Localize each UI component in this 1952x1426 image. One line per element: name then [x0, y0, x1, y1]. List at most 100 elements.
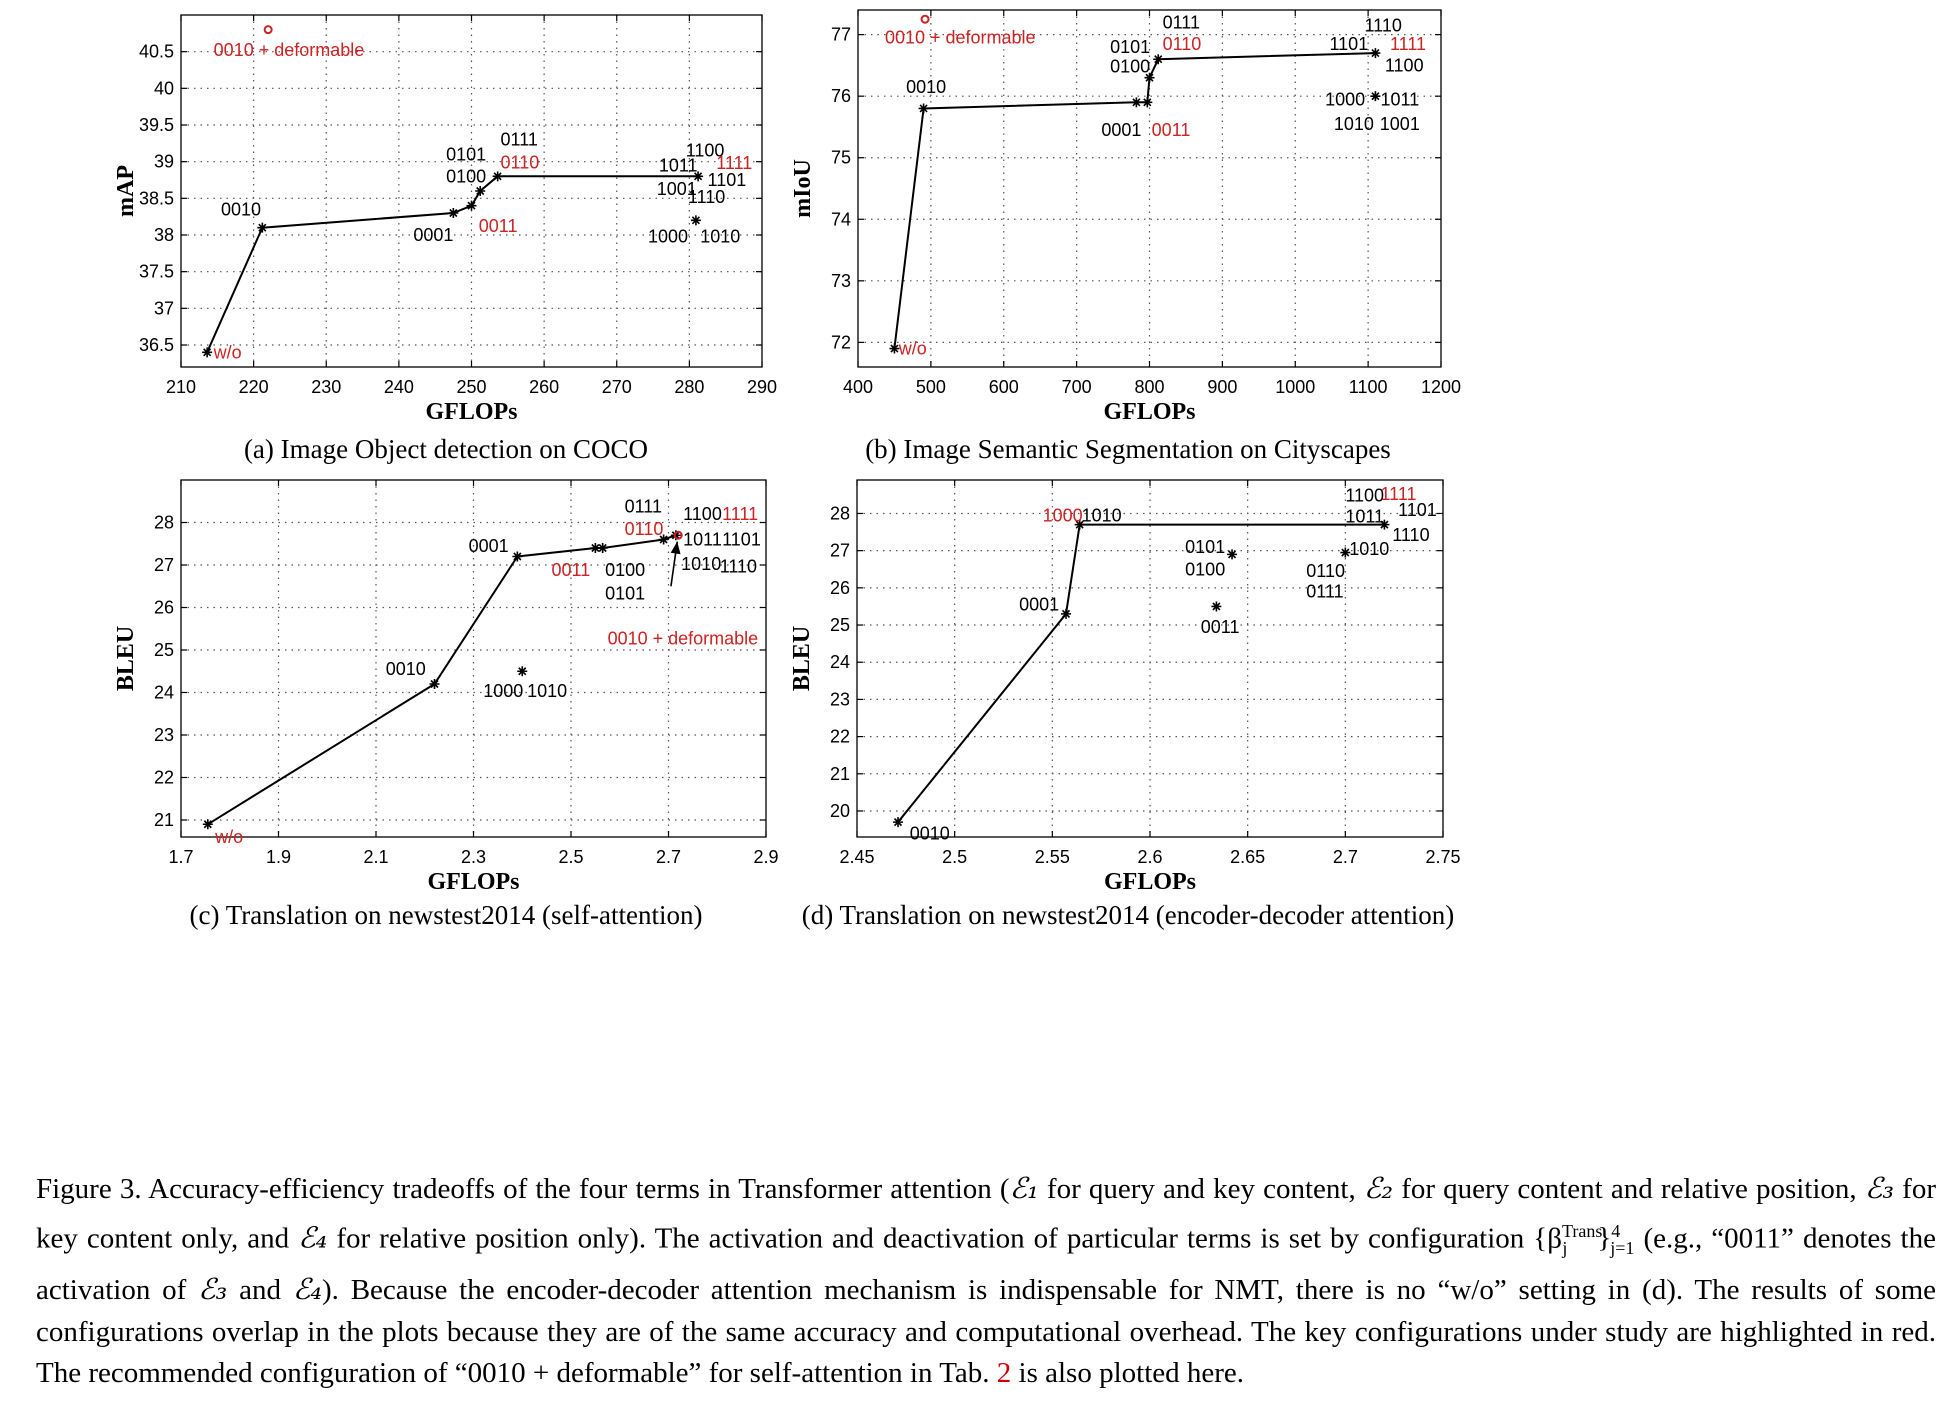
x-tick-label: 290: [747, 377, 777, 397]
y-tick-label: 74: [831, 209, 851, 229]
y-tick-label: 27: [830, 541, 850, 561]
point-label: 1100: [686, 141, 725, 161]
data-point: [1144, 72, 1155, 83]
point-label: 0111: [1306, 582, 1343, 602]
y-tick-label: 37: [154, 298, 174, 318]
point-label: 1101: [722, 530, 761, 550]
x-tick-label: 2.1: [363, 847, 388, 867]
frontier-line: [893, 52, 1376, 349]
y-tick-label: 25: [154, 640, 174, 660]
x-tick-label: 2.7: [656, 847, 681, 867]
point-label: 1111: [1380, 484, 1416, 504]
point-label: 1010: [1082, 505, 1122, 525]
caption-range-sub: j=1: [1610, 1237, 1635, 1258]
point-label: 1011: [1381, 89, 1420, 109]
y-axis-title: BLEU: [113, 626, 139, 691]
y-tick-label: 26: [830, 578, 850, 598]
subfigure-caption: (d) Translation on newstest2014 (encoder…: [802, 900, 1455, 930]
caption-text-5: for relative position only). The activat…: [327, 1222, 1562, 1255]
point-label: 0010 + deformable: [885, 28, 1036, 48]
data-point: [1370, 91, 1381, 102]
data-point: [202, 819, 213, 830]
x-tick-label: 230: [311, 377, 341, 397]
x-tick-label: 700: [1062, 377, 1092, 397]
point-label: 0101: [1110, 37, 1150, 57]
y-tick-label: 21: [830, 764, 850, 784]
point-label: 0010: [386, 659, 426, 679]
point-label: 1000: [1043, 505, 1083, 525]
point-label: 0011: [1201, 617, 1240, 637]
point-label: 1101: [708, 170, 747, 190]
point-label: 0111: [1163, 12, 1200, 32]
x-tick-label: 1000: [1275, 377, 1315, 397]
y-tick-label: 38: [154, 225, 174, 245]
data-point: [466, 200, 477, 211]
x-tick-label: 1.9: [266, 847, 291, 867]
data-point: [889, 343, 900, 354]
point-label: 0110: [501, 152, 540, 172]
data-point: [670, 530, 681, 541]
data-point: [658, 534, 669, 545]
chart-panel-d: 2.45 2.5 2.55 2.6 2.65 2.7 2.75 20 21 22 23 24 25 26 2…: [789, 479, 1461, 930]
caption-e3: ℰ₃: [1864, 1171, 1895, 1205]
y-tick-label: 39: [154, 152, 174, 172]
point-label: 1011: [683, 530, 722, 550]
x-tick-label: 2.7: [1333, 847, 1358, 867]
x-tick-label: 1200: [1421, 377, 1461, 397]
point-label: 0100: [1185, 559, 1225, 579]
point-label: w/o: [213, 342, 242, 362]
y-tick-label: 20: [830, 801, 850, 821]
point-label: 0111: [501, 130, 538, 150]
subfigure-caption: (a) Image Object detection on COCO: [244, 434, 648, 464]
y-tick-label: 23: [154, 725, 174, 745]
x-tick-label: 600: [989, 377, 1019, 397]
y-tick-label: 36.5: [139, 335, 174, 355]
x-tick-label: 900: [1207, 377, 1237, 397]
data-point: [597, 543, 608, 553]
x-tick-label: 1.7: [168, 847, 193, 867]
y-tick-label: 23: [830, 689, 850, 709]
caption-text-1: Figure 3. Accuracy-efficiency tradeoffs …: [36, 1173, 1010, 1205]
caption-text-4: for key content only, and: [36, 1173, 1936, 1255]
data-point: [1074, 519, 1085, 530]
point-label: 0001: [469, 536, 509, 556]
point-label: 1001: [657, 179, 697, 199]
y-tick-label: 26: [154, 598, 174, 618]
caption-text-6: }: [1597, 1222, 1612, 1255]
y-tick-label: 40.5: [139, 42, 174, 62]
point-label: 0100: [446, 166, 486, 186]
point-label: w/o: [214, 827, 243, 847]
x-tick-label: 220: [239, 377, 269, 397]
data-point: [1153, 54, 1164, 65]
x-tick-label: 400: [843, 377, 873, 397]
y-tick-label: 76: [831, 86, 851, 106]
x-tick-label: 2.5: [558, 847, 583, 867]
point-label: 1100: [1385, 55, 1424, 75]
point-label: 0001: [1019, 595, 1059, 615]
data-point: [517, 666, 528, 677]
y-axis-title: BLEU: [789, 626, 815, 691]
x-tick-label: 2.45: [839, 847, 874, 867]
point-label: 0101: [1185, 537, 1225, 557]
point-label: 1001: [1380, 114, 1420, 134]
caption-e1: ℰ₁: [1009, 1171, 1039, 1205]
point-label: 0100: [1110, 57, 1150, 77]
point-label: 1110: [688, 187, 725, 207]
caption-e4b: ℰ₄: [292, 1272, 322, 1307]
x-tick-label: 2.65: [1230, 847, 1265, 867]
x-tick-label: 1100: [1349, 377, 1388, 397]
y-axis-title: mAP: [113, 165, 139, 217]
x-tick-label: 250: [456, 377, 486, 397]
x-tick-label: 2.55: [1035, 847, 1070, 867]
caption-table-ref[interactable]: 2: [996, 1357, 1012, 1390]
chart-panel-b: 400 500 600 700 800 900 1000 1100 1200 72 73 74 75 76…: [790, 9, 1461, 464]
deformable-point: [673, 530, 683, 540]
caption-text-7: (e.g., “0011” denotes the activation of: [36, 1222, 1936, 1307]
point-label: 1110: [1364, 15, 1401, 35]
y-tick-label: 77: [831, 25, 851, 45]
y-tick-label: 72: [831, 332, 851, 352]
point-label: 1100: [1345, 486, 1384, 506]
caption-text-3: for query content and relative position,: [1393, 1173, 1865, 1205]
x-axis-title: GFLOPs: [1104, 869, 1196, 895]
